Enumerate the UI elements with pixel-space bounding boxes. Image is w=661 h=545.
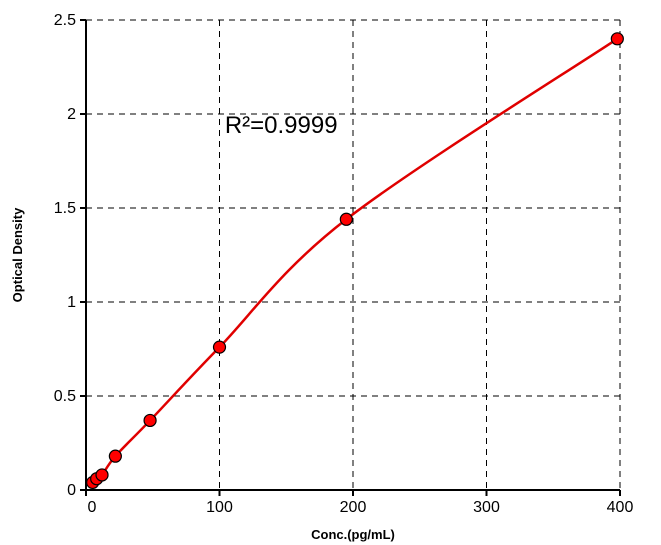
data-marker [611, 33, 623, 45]
x-tick-label: 100 [206, 499, 233, 516]
x-tick-label: 200 [340, 499, 367, 516]
data-marker [144, 414, 156, 426]
y-tick-label: 2.5 [54, 12, 76, 29]
data-marker [96, 469, 108, 481]
x-tick-label: 400 [607, 499, 634, 516]
y-tick-label: 1.5 [54, 200, 76, 217]
chart-svg: 0 100 200 300 400 0 0.5 1 1.5 2 2.5 R²=0.9999 Conc.(… [0, 0, 661, 545]
y-axis-label: Optical Density [10, 207, 25, 302]
y-tick-label: 2 [67, 106, 76, 123]
data-marker [214, 341, 226, 353]
data-marker [109, 450, 121, 462]
r-squared-annotation: R²=0.9999 [225, 112, 338, 139]
x-axis-label: Conc.(pg/mL) [311, 527, 395, 542]
chart-container: 0 100 200 300 400 0 0.5 1 1.5 2 2.5 R²=0.9999 Conc.(… [0, 0, 661, 545]
x-tick-label: 300 [473, 499, 500, 516]
x-tick-label: 0 [88, 499, 97, 516]
y-tick-label: 0 [67, 482, 76, 499]
data-marker [340, 213, 352, 225]
y-tick-label: 0.5 [54, 388, 76, 405]
y-tick-label: 1 [67, 294, 76, 311]
